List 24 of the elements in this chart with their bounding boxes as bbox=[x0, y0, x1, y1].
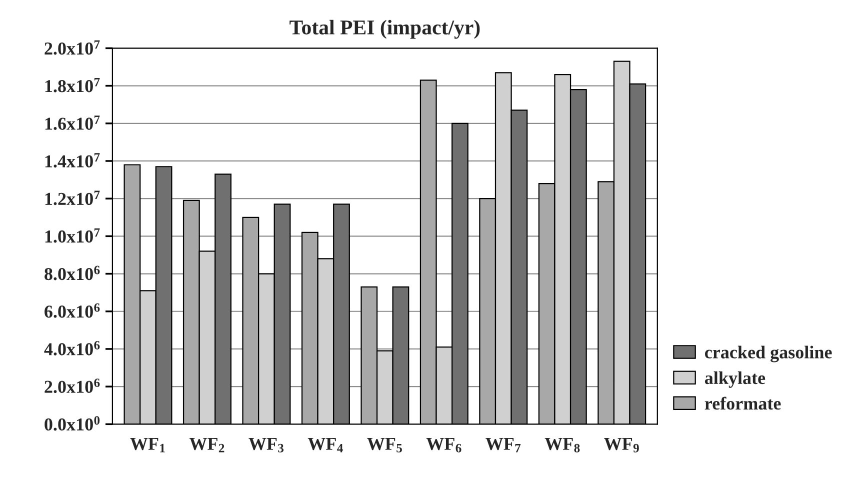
x-tick-label: WF$_{6}$ bbox=[426, 438, 462, 452]
x-tick-label: WF$_{8}$ bbox=[544, 438, 580, 452]
legend-label: cracked gasoline bbox=[704, 346, 832, 362]
x-tick-label: WF$_{2}$ bbox=[189, 438, 224, 452]
y-tick-label: 2.0x10$^{6}$ bbox=[44, 378, 100, 393]
x-tick-label: WF$_{7}$ bbox=[486, 438, 521, 452]
y-tick-label: 1.0x10$^{7}$ bbox=[45, 228, 100, 243]
x-tick-label: WF$_{5}$ bbox=[367, 438, 402, 452]
y-tick-label: 1.2x10$^{7}$ bbox=[45, 190, 100, 206]
y-tick-label: 0.0x10$^{0}$ bbox=[44, 416, 100, 431]
x-tick-label: WF$_{3}$ bbox=[248, 438, 284, 452]
y-tick-label: 4.0x10$^{6}$ bbox=[44, 340, 100, 356]
legend-label: alkylate bbox=[704, 371, 766, 388]
x-tick-label: WF$_{9}$ bbox=[604, 438, 639, 452]
y-tick-label: 1.6x10$^{7}$ bbox=[45, 116, 100, 130]
y-tick-label: 1.8x10$^{7}$ bbox=[45, 78, 100, 92]
y-tick-label: 6.0x10$^{6}$ bbox=[44, 303, 100, 318]
chart-title: Total PEI (impact/yr) bbox=[290, 20, 480, 39]
x-tick-label: WF$_{4}$ bbox=[308, 438, 343, 452]
x-tick-label: WF$_{1}$ bbox=[130, 438, 165, 452]
y-tick-label: 2.0x10$^{7}$ bbox=[44, 40, 100, 55]
y-tick-label: 8.0x10$^{6}$ bbox=[44, 266, 100, 280]
legend-label: reformate bbox=[704, 396, 781, 410]
y-tick-label: 1.4x10$^{7}$ bbox=[45, 153, 100, 168]
